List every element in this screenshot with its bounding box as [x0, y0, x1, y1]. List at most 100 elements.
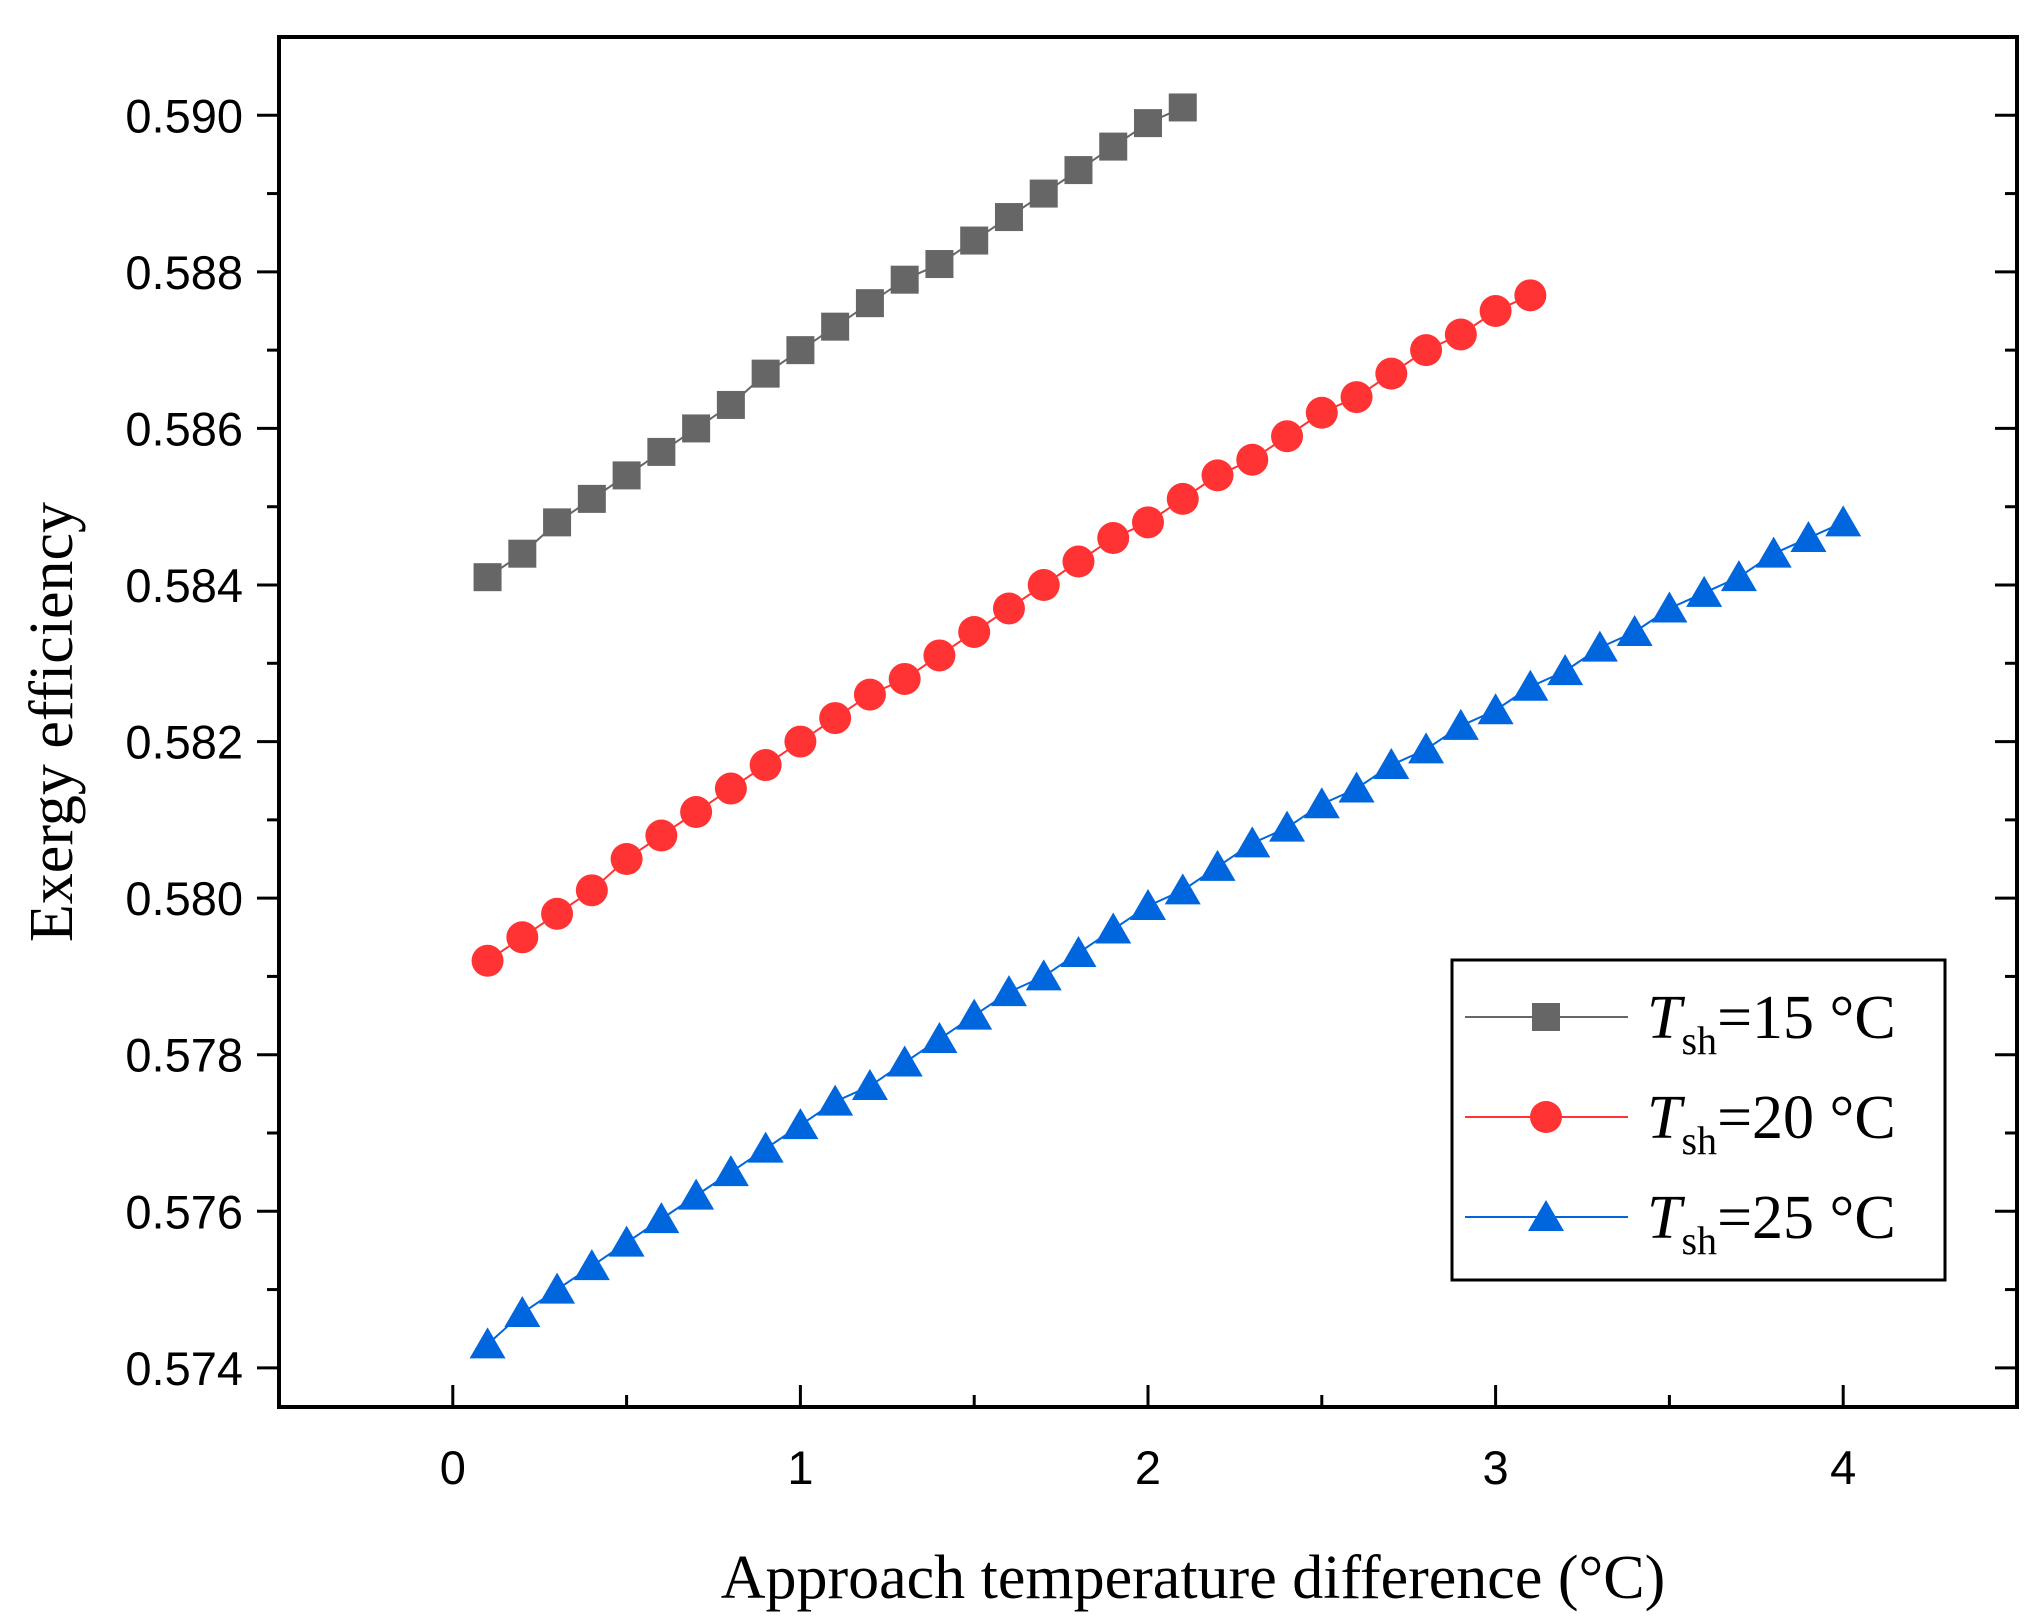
data-point — [575, 874, 608, 907]
y-tick-label: 0.590 — [125, 89, 243, 142]
data-point — [541, 897, 574, 930]
data-point — [1444, 318, 1477, 351]
data-point — [714, 772, 747, 805]
data-point — [1134, 109, 1162, 138]
data-point — [643, 1202, 680, 1234]
data-point — [608, 1225, 645, 1257]
legend-items: Tsh=15 °C Tsh=20 °C Tsh=25 °C — [1465, 984, 1896, 1263]
data-point — [1029, 179, 1058, 208]
data-point — [994, 203, 1023, 232]
data-point — [471, 944, 504, 977]
data-point — [1027, 569, 1060, 601]
y-axis: 0.574 0.576 0.578 0.580 0.582 0.584 0.586 0.588… — [125, 89, 2017, 1395]
data-point — [678, 1178, 715, 1210]
data-point — [712, 1155, 749, 1187]
data-point — [716, 390, 745, 419]
data-point — [747, 1131, 784, 1163]
data-point — [539, 1272, 576, 1304]
data-point — [786, 336, 815, 365]
data-point — [1581, 630, 1618, 662]
data-point — [855, 289, 884, 318]
data-point — [782, 1108, 819, 1140]
data-point — [1168, 93, 1197, 122]
data-point — [1790, 521, 1827, 553]
data-point — [817, 1084, 854, 1116]
data-point — [573, 1249, 610, 1281]
data-point — [1410, 334, 1443, 367]
y-tick-label: 0.588 — [125, 246, 243, 299]
y-tick-label: 0.574 — [125, 1342, 243, 1395]
data-point — [1512, 669, 1549, 701]
data-point — [1303, 787, 1340, 819]
x-tick-label: 0 — [440, 1441, 466, 1494]
data-point — [751, 359, 780, 388]
data-point — [577, 484, 606, 513]
data-point — [819, 702, 852, 735]
data-point — [1375, 357, 1408, 390]
data-point — [1825, 505, 1862, 537]
x-tick-label: 2 — [1135, 1441, 1161, 1494]
data-point — [1234, 826, 1271, 858]
series-line — [486, 521, 1844, 1346]
data-point — [647, 437, 676, 466]
data-point — [508, 539, 537, 568]
data-point — [890, 265, 919, 294]
legend-marker — [1530, 1101, 1562, 1133]
data-point — [1271, 420, 1304, 453]
x-tick-label: 4 — [1830, 1441, 1856, 1494]
x-axis-title: Approach temperature difference (°C) — [721, 1544, 1666, 1612]
y-axis-title: Exergy efficiency — [18, 502, 86, 942]
data-point — [923, 639, 956, 672]
data-point — [1099, 132, 1128, 161]
data-point — [886, 1045, 923, 1077]
data-point — [1547, 654, 1584, 686]
y-tick-label: 0.586 — [125, 402, 243, 455]
legend-label: Tsh=25 °C — [1647, 1184, 1896, 1263]
series-line — [487, 294, 1531, 962]
data-point — [1338, 771, 1375, 803]
series-layer — [469, 93, 1862, 1359]
data-point — [1514, 279, 1547, 312]
legend-label: Tsh=15 °C — [1647, 984, 1896, 1063]
data-point — [645, 819, 678, 852]
data-point — [1477, 693, 1514, 725]
series-1 — [473, 93, 1197, 592]
data-point — [921, 1022, 958, 1054]
data-point — [821, 312, 850, 341]
data-point — [1755, 536, 1792, 568]
legend-marker — [1532, 1003, 1560, 1031]
x-axis: 0 1 2 3 4 — [440, 1385, 1856, 1494]
x-tick-label: 1 — [787, 1441, 813, 1494]
data-point — [1479, 295, 1512, 327]
data-point — [1408, 732, 1445, 764]
data-point — [543, 508, 572, 537]
legend-marker — [1528, 1200, 1564, 1231]
data-point — [1060, 935, 1097, 967]
data-point — [1340, 381, 1373, 414]
y-tick-label: 0.576 — [125, 1185, 243, 1238]
legend: Tsh=15 °C Tsh=20 °C Tsh=25 °C — [1450, 958, 1947, 1282]
x-tick-label: 3 — [1483, 1441, 1509, 1494]
data-point — [1305, 396, 1338, 429]
y-tick-label: 0.578 — [125, 1029, 243, 1082]
data-point — [749, 749, 782, 782]
data-point — [1025, 959, 1062, 991]
data-point — [1236, 443, 1269, 476]
data-point — [1164, 873, 1201, 905]
data-point — [1201, 459, 1234, 492]
data-point — [1064, 156, 1093, 185]
y-tick-label: 0.580 — [125, 872, 243, 925]
legend-item-3: Tsh=25 °C — [1465, 1184, 1896, 1263]
data-point — [1651, 591, 1688, 623]
data-point — [960, 226, 989, 255]
data-point — [888, 662, 921, 695]
data-point — [1062, 545, 1095, 578]
data-point — [925, 250, 954, 279]
data-point — [1686, 575, 1723, 607]
data-point — [958, 615, 991, 648]
data-point — [1095, 912, 1132, 944]
data-point — [992, 592, 1025, 625]
data-point — [784, 725, 817, 758]
data-point — [682, 414, 711, 443]
